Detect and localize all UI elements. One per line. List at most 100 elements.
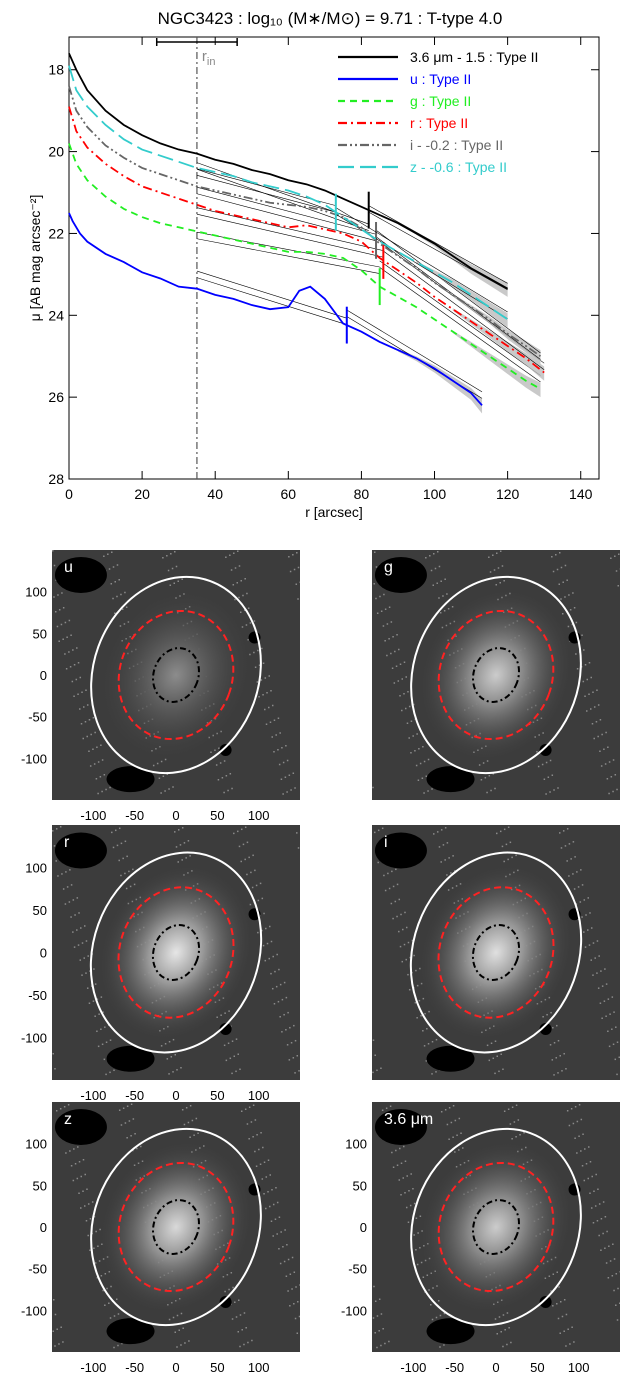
noise-dot [80, 1207, 82, 1209]
noise-dot [246, 592, 248, 595]
series-line [68, 65, 509, 321]
mask-blob [106, 1318, 155, 1345]
noise-dot [431, 1040, 434, 1043]
noise-dot [83, 957, 85, 959]
noise-dot [223, 791, 225, 794]
noise-dot [288, 556, 290, 558]
y-tick-label: 20 [48, 144, 64, 160]
error-band [452, 308, 545, 381]
noise-dot [77, 1146, 79, 1148]
fit-line [196, 175, 336, 213]
mask-blob [426, 766, 475, 793]
noise-dot [224, 1290, 226, 1293]
noise-dot [173, 582, 176, 584]
noise-dot [592, 691, 594, 693]
noise-dot [187, 1121, 190, 1124]
noise-dot [52, 1052, 54, 1055]
noise-dot [435, 1316, 438, 1319]
noise-dot [580, 869, 582, 871]
noise-dot [108, 568, 111, 570]
noise-dot [372, 1071, 374, 1074]
noise-dot [281, 998, 284, 1001]
noise-dot [88, 750, 90, 752]
noise-dot [172, 786, 174, 788]
noise-dot [92, 748, 94, 750]
noise-dot [546, 1013, 548, 1016]
noise-dot [120, 1124, 123, 1126]
noise-dot [259, 882, 262, 885]
noise-dot [283, 1013, 285, 1016]
noise-dot [235, 1316, 238, 1318]
noise-dot [124, 840, 127, 843]
noise-dot [388, 1340, 390, 1343]
noise-dot [219, 762, 222, 764]
noise-dot [289, 1273, 292, 1275]
noise-dot [563, 1330, 565, 1332]
noise-dot [414, 1001, 417, 1004]
noise-dot [76, 897, 79, 899]
noise-dot [105, 1041, 108, 1043]
mask-blob [539, 744, 552, 756]
legend-entry: g : Type II [410, 93, 471, 109]
noise-dot [536, 751, 538, 753]
noise-dot [602, 1201, 605, 1203]
noise-dot [121, 608, 124, 610]
noise-dot [54, 1345, 56, 1347]
noise-dot [569, 1343, 571, 1345]
noise-dot [492, 1057, 495, 1060]
noise-dot [272, 1235, 274, 1237]
noise-dot [256, 1134, 258, 1136]
noise-dot [295, 583, 298, 585]
noise-dot [553, 1074, 555, 1076]
noise-dot [412, 735, 414, 737]
noise-dot [98, 1260, 101, 1262]
noise-dot [273, 1002, 276, 1005]
noise-dot [593, 737, 595, 740]
noise-dot [446, 593, 448, 595]
noise-dot [64, 653, 66, 655]
noise-dot [568, 875, 570, 877]
noise-dot [245, 624, 248, 626]
panel-y-tick-label: 50 [33, 626, 47, 641]
noise-dot [591, 723, 594, 725]
noise-dot [94, 1262, 97, 1264]
noise-dot [557, 1317, 560, 1320]
image-panel-2: r -100 -50 0 50 100 100 50 0 -50 -100 [21, 825, 300, 1103]
fit-line [196, 207, 384, 251]
x-tick-label: 80 [354, 486, 370, 502]
noise-dot [541, 763, 544, 766]
noise-dot [244, 1108, 247, 1110]
noise-dot [76, 929, 78, 931]
noise-dot [240, 1110, 243, 1112]
noise-dot [84, 721, 87, 723]
break-ellipse [117, 609, 235, 741]
inner-ellipse [151, 924, 201, 981]
noise-dot [296, 552, 298, 554]
noise-dot [558, 552, 561, 554]
noise-dot [112, 846, 115, 849]
noise-dot [557, 1039, 560, 1042]
noise-dot [399, 695, 401, 697]
noise-dot [297, 847, 300, 849]
noise-dot [265, 927, 267, 930]
noise-dot [172, 1316, 175, 1319]
noise-dot [156, 762, 159, 765]
noise-dot [281, 747, 283, 749]
noise-dot [82, 1159, 85, 1161]
noise-dot [612, 790, 614, 793]
noise-dot [507, 1108, 510, 1110]
panel-y-tick-label: 100 [25, 1137, 47, 1152]
noise-dot [615, 1026, 617, 1028]
noise-dot [285, 1275, 288, 1277]
noise-dot [92, 717, 95, 719]
noise-dot [442, 844, 445, 846]
noise-dot [116, 844, 119, 847]
noise-dot [588, 944, 591, 946]
noise-dot [174, 551, 176, 553]
noise-dot [511, 1138, 513, 1140]
noise-dot [431, 788, 433, 790]
noise-dot [103, 555, 105, 557]
noise-dot [89, 765, 92, 767]
noise-dot [394, 650, 396, 653]
noise-dot [54, 1068, 56, 1070]
